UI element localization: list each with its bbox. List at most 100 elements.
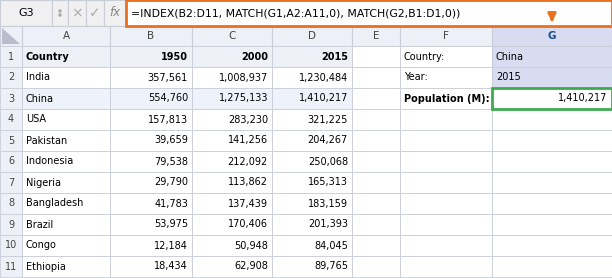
Bar [492, 256, 612, 277]
Bar [400, 151, 492, 172]
Bar [110, 235, 192, 256]
Bar [352, 67, 400, 88]
Bar [272, 46, 352, 67]
Bar [192, 151, 272, 172]
Bar [492, 235, 612, 256]
Text: Year:: Year: [404, 73, 428, 83]
Bar [0, 151, 22, 172]
Polygon shape [2, 28, 20, 44]
Text: fx: fx [110, 6, 121, 19]
Bar [110, 193, 192, 214]
Bar [400, 88, 492, 109]
Bar [22, 109, 110, 130]
Bar [110, 67, 192, 88]
Bar [272, 109, 352, 130]
Bar [400, 214, 492, 235]
Text: Bangladesh: Bangladesh [26, 198, 83, 208]
Text: 204,267: 204,267 [308, 135, 348, 145]
Bar [192, 214, 272, 235]
Text: 2015: 2015 [496, 73, 521, 83]
Circle shape [59, 14, 61, 16]
Text: 89,765: 89,765 [314, 262, 348, 272]
Bar [492, 46, 612, 67]
Text: D: D [308, 31, 316, 41]
Bar [110, 172, 192, 193]
Bar [400, 46, 492, 67]
Text: G3: G3 [18, 8, 34, 18]
Bar [400, 235, 492, 256]
Text: 1,275,133: 1,275,133 [218, 93, 268, 103]
Bar [0, 46, 22, 67]
Bar [110, 26, 192, 46]
Text: Brazil: Brazil [26, 220, 53, 230]
Bar [110, 46, 192, 67]
Bar [22, 46, 110, 67]
Text: Nigeria: Nigeria [26, 177, 61, 187]
Text: ×: × [71, 6, 83, 20]
Bar [492, 67, 612, 88]
Bar [192, 256, 272, 277]
Text: 11: 11 [5, 262, 17, 272]
Text: 29,790: 29,790 [154, 177, 188, 187]
Text: 12,184: 12,184 [154, 240, 188, 250]
Bar [492, 130, 612, 151]
Text: China: China [26, 93, 54, 103]
Text: 157,813: 157,813 [148, 115, 188, 125]
Text: India: India [26, 73, 50, 83]
Bar [192, 46, 272, 67]
Bar [22, 256, 110, 277]
Bar [492, 109, 612, 130]
Text: Pakistan: Pakistan [26, 135, 67, 145]
Text: 53,975: 53,975 [154, 220, 188, 230]
Bar [400, 67, 492, 88]
Bar [352, 46, 400, 67]
Bar [272, 172, 352, 193]
Bar [110, 256, 192, 277]
Bar [0, 26, 22, 46]
Text: 321,225: 321,225 [308, 115, 348, 125]
Text: G: G [548, 31, 556, 41]
Bar [22, 26, 110, 46]
Text: USA: USA [26, 115, 46, 125]
Bar [400, 130, 492, 151]
Text: 1,230,484: 1,230,484 [299, 73, 348, 83]
Bar [0, 88, 22, 109]
Bar [492, 214, 612, 235]
Text: Indonesia: Indonesia [26, 157, 73, 167]
Bar [192, 109, 272, 130]
Bar [192, 193, 272, 214]
Bar [492, 88, 612, 109]
Bar [352, 235, 400, 256]
Bar [192, 235, 272, 256]
Text: ✓: ✓ [89, 6, 101, 20]
Circle shape [59, 10, 61, 12]
Text: =INDEX(B2:D11, MATCH(G1,A2:A11,0), MATCH(G2,B1:D1,0)): =INDEX(B2:D11, MATCH(G1,A2:A11,0), MATCH… [131, 8, 460, 18]
Text: F: F [443, 31, 449, 41]
Bar [192, 67, 272, 88]
Bar [352, 214, 400, 235]
Text: 1,410,217: 1,410,217 [299, 93, 348, 103]
Text: 170,406: 170,406 [228, 220, 268, 230]
Bar [272, 193, 352, 214]
Bar [352, 256, 400, 277]
Bar [110, 109, 192, 130]
Bar [22, 151, 110, 172]
Text: 10: 10 [5, 240, 17, 250]
Bar [0, 193, 22, 214]
Bar [0, 256, 22, 277]
Bar [352, 88, 400, 109]
Text: 1,410,217: 1,410,217 [558, 93, 607, 103]
Bar [22, 88, 110, 109]
Bar [22, 214, 110, 235]
Bar [272, 67, 352, 88]
Text: 283,230: 283,230 [228, 115, 268, 125]
Text: 141,256: 141,256 [228, 135, 268, 145]
Text: E: E [373, 31, 379, 41]
Bar [192, 172, 272, 193]
Bar [192, 130, 272, 151]
Bar [272, 88, 352, 109]
Bar [272, 151, 352, 172]
Bar [400, 109, 492, 130]
Text: 2: 2 [8, 73, 14, 83]
Text: 84,045: 84,045 [314, 240, 348, 250]
